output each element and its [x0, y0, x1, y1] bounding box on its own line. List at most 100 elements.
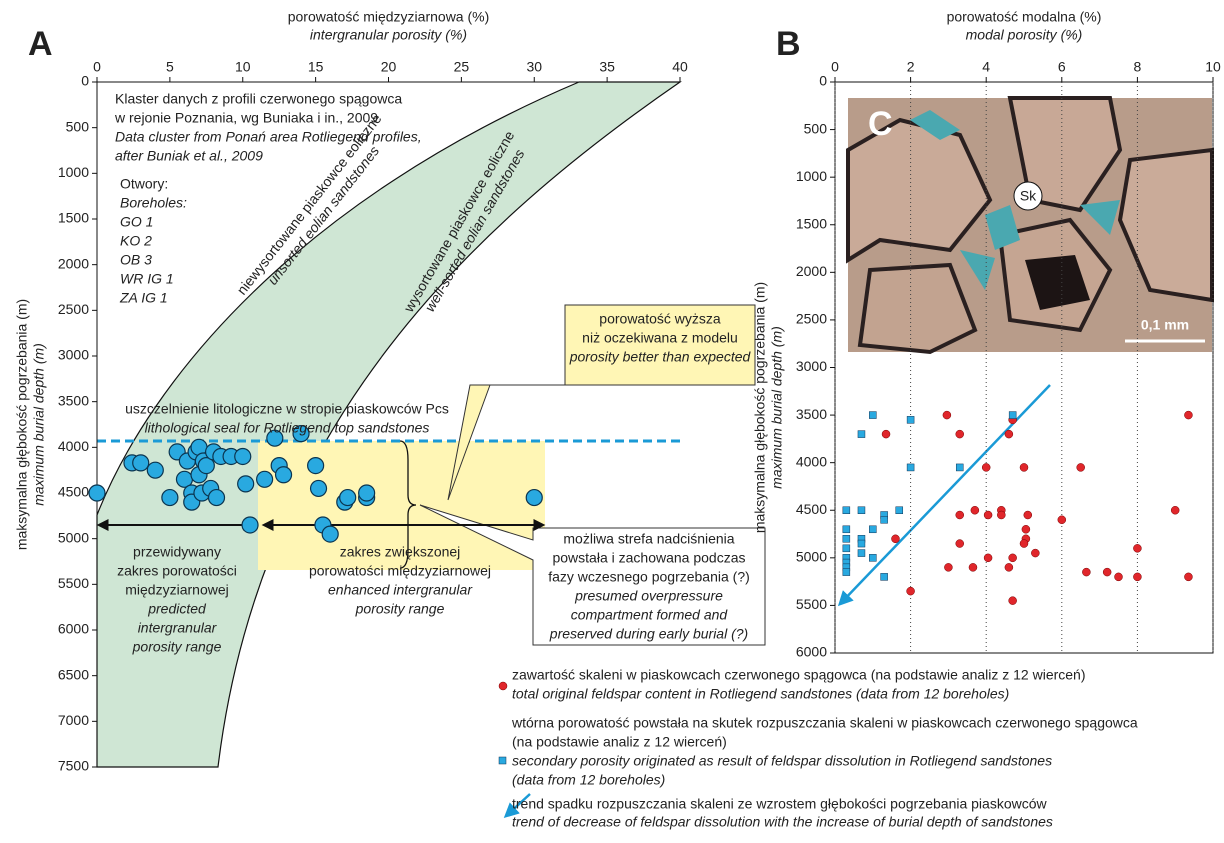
point	[1022, 525, 1030, 533]
point	[162, 490, 178, 506]
x-tick-label: 30	[526, 59, 542, 75]
x-tick-label: 35	[599, 59, 615, 75]
y-tick-label: 7000	[58, 712, 89, 728]
legend-entry: trend spadku rozpuszczania skaleni ze wz…	[512, 796, 1048, 812]
x-tick-label: 25	[454, 59, 470, 75]
annotation: Otwory:	[120, 176, 168, 192]
y-tick-label: 5500	[58, 575, 89, 591]
point	[340, 490, 356, 506]
point	[322, 526, 338, 542]
y-tick-label: 6000	[58, 621, 89, 637]
point	[869, 554, 876, 561]
point	[1103, 568, 1111, 576]
point	[1171, 506, 1179, 514]
legend-entry: wtórna porowatość powstała na skutek roz…	[511, 715, 1138, 731]
photo: C Sk 0,1 mm	[848, 98, 1212, 352]
point	[907, 416, 914, 423]
annotation: WR IG 1	[120, 271, 174, 287]
x-tick-label: 6	[1058, 59, 1066, 75]
point	[843, 535, 850, 542]
annotation: Klaster danych z profili czerwonego spąg…	[115, 91, 402, 107]
point	[843, 507, 850, 514]
point	[276, 467, 292, 483]
point	[1009, 597, 1017, 605]
point	[133, 455, 149, 471]
y-axis-title: maximum burial depth (m)	[31, 343, 47, 506]
y-tick-label: 5500	[796, 596, 827, 612]
y-tick-label: 3500	[796, 406, 827, 422]
point	[257, 471, 273, 487]
annotation: predicted	[147, 601, 207, 617]
x-tick-label: 8	[1134, 59, 1142, 75]
y-tick-label: 4000	[796, 453, 827, 469]
point	[1184, 411, 1192, 419]
point	[1184, 573, 1192, 581]
point	[956, 464, 963, 471]
y-tick-label: 1000	[796, 168, 827, 184]
x-tick-label: 0	[831, 59, 839, 75]
point	[956, 540, 964, 548]
y-tick-label: 5000	[796, 549, 827, 565]
point	[147, 462, 163, 478]
y-tick-label: 1000	[58, 164, 89, 180]
annotation: lithological seal for Rotliegend top san…	[145, 420, 430, 436]
point	[969, 563, 977, 571]
point	[858, 540, 865, 547]
y-tick-label: 1500	[58, 210, 89, 226]
point	[526, 490, 542, 506]
figure: A B C Sk 0,1 mm zawartość skaleni w pias…	[0, 0, 1224, 843]
point	[311, 480, 327, 496]
x-tick-label: 4	[982, 59, 990, 75]
annotation: preserved during early burial (?)	[549, 626, 748, 642]
panel-b: B C Sk 0,1 mm zawartość skaleni w piasko…	[499, 25, 1212, 830]
y-tick-label: 2000	[58, 255, 89, 271]
y-axis-title: maksymalna głębokość pogrzebania (m)	[14, 299, 30, 550]
annotation: presumed overpressure	[574, 588, 723, 604]
photo-marker: Sk	[1020, 188, 1037, 204]
x-axis-title: porowatość międzyziarnowa (%)	[288, 9, 490, 25]
annotation: porosity range	[355, 601, 445, 617]
point	[997, 511, 1005, 519]
point	[235, 448, 251, 464]
x-axis-title: intergranular porosity (%)	[310, 27, 467, 43]
y-tick-label: 0	[81, 73, 89, 89]
y-tick-label: 4500	[796, 501, 827, 517]
annotation: międzyziarnowej	[125, 582, 228, 598]
point	[843, 545, 850, 552]
legend-entry: (na podstawie analiz z 12 wierceń)	[512, 734, 727, 750]
y-tick-label: 500	[804, 120, 828, 136]
annotation: porosity range	[132, 639, 222, 655]
point	[944, 563, 952, 571]
point	[891, 535, 899, 543]
y-tick-label: 4500	[58, 484, 89, 500]
point	[238, 476, 254, 492]
annotation: w rejonie Poznania, wg Buniaka i in., 20…	[114, 110, 378, 126]
point	[971, 506, 979, 514]
x-axis-title: modal porosity (%)	[966, 27, 1083, 43]
photo-label: C	[868, 105, 893, 143]
point	[943, 411, 951, 419]
point	[1005, 430, 1013, 438]
y-tick-label: 0	[819, 73, 827, 89]
annotation: intergranular	[138, 620, 218, 636]
y-axis-title: maksymalna głębokość pogrzebania (m)	[752, 282, 768, 533]
scale-label: 0,1 mm	[1141, 317, 1189, 333]
y-tick-label: 4000	[58, 438, 89, 454]
y-tick-label: 3500	[58, 392, 89, 408]
point	[881, 573, 888, 580]
annotation: fazy wczesnego pogrzebania (?)	[548, 569, 750, 585]
legend-swatch	[499, 757, 506, 764]
annotation: zakres porowatości	[117, 563, 237, 579]
point	[1133, 544, 1141, 552]
point	[858, 431, 865, 438]
point	[984, 554, 992, 562]
y-tick-label: 2500	[58, 301, 89, 317]
point	[843, 526, 850, 533]
point	[858, 550, 865, 557]
annotation: powstała i zachowana podczas	[552, 550, 745, 566]
point	[869, 412, 876, 419]
point	[1058, 516, 1066, 524]
annotation: after Buniak et al., 2009	[115, 148, 263, 164]
point	[1031, 549, 1039, 557]
y-tick-label: 3000	[58, 347, 89, 363]
